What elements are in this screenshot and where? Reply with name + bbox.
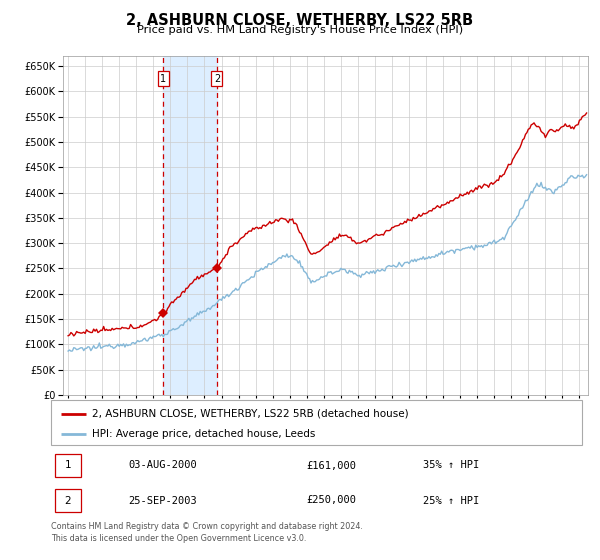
Text: 03-AUG-2000: 03-AUG-2000 — [128, 460, 197, 470]
Text: HPI: Average price, detached house, Leeds: HPI: Average price, detached house, Leed… — [92, 429, 316, 439]
FancyBboxPatch shape — [55, 454, 81, 477]
Text: 2: 2 — [214, 74, 220, 84]
FancyBboxPatch shape — [55, 488, 81, 512]
Bar — [163, 56, 217, 395]
Text: 25-SEP-2003: 25-SEP-2003 — [128, 496, 197, 506]
Text: Price paid vs. HM Land Registry's House Price Index (HPI): Price paid vs. HM Land Registry's House … — [137, 25, 463, 35]
Text: 25% ↑ HPI: 25% ↑ HPI — [422, 496, 479, 506]
Text: £250,000: £250,000 — [306, 496, 356, 506]
Text: 2: 2 — [65, 496, 71, 506]
Text: 1: 1 — [65, 460, 71, 470]
Text: 2, ASHBURN CLOSE, WETHERBY, LS22 5RB (detached house): 2, ASHBURN CLOSE, WETHERBY, LS22 5RB (de… — [92, 409, 409, 419]
Text: Contains HM Land Registry data © Crown copyright and database right 2024.
This d: Contains HM Land Registry data © Crown c… — [51, 522, 363, 543]
Text: 35% ↑ HPI: 35% ↑ HPI — [422, 460, 479, 470]
FancyBboxPatch shape — [51, 400, 582, 445]
Text: 2, ASHBURN CLOSE, WETHERBY, LS22 5RB: 2, ASHBURN CLOSE, WETHERBY, LS22 5RB — [127, 13, 473, 29]
Text: 1: 1 — [160, 74, 166, 84]
Text: £161,000: £161,000 — [306, 460, 356, 470]
